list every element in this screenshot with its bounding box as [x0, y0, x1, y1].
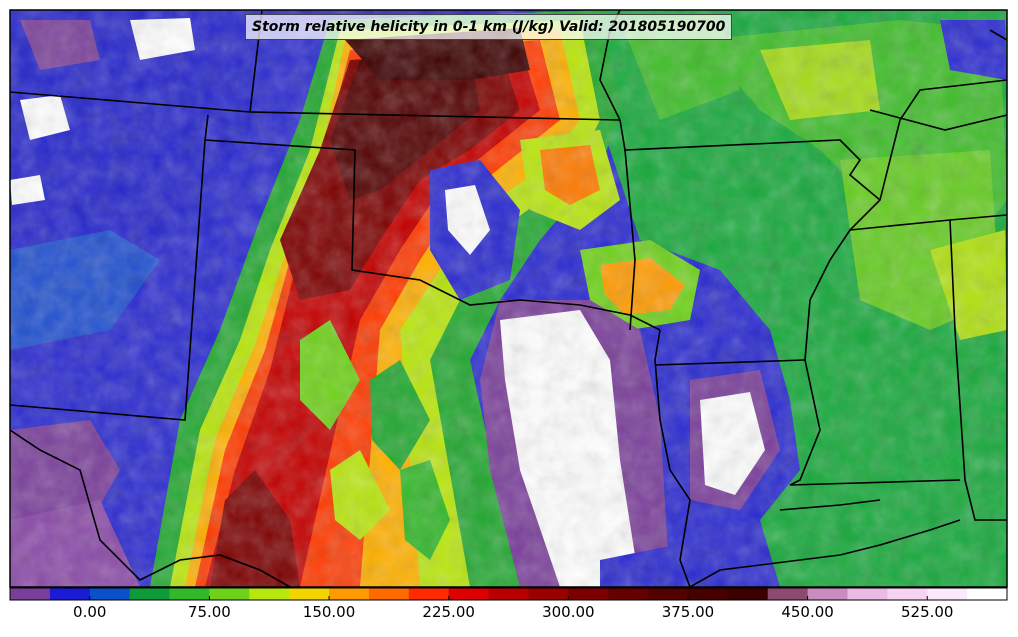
colorbar-bin [49, 588, 91, 600]
colorbar-bin [807, 588, 848, 600]
colorbar-bin [448, 588, 490, 600]
colorbar-bin [249, 588, 290, 600]
colorbar-ticks [89, 596, 928, 600]
colorbar-tick-label: 525.00 [900, 603, 954, 621]
colorbar-bin [967, 588, 1008, 600]
colorbar-bin [488, 588, 529, 600]
colorbar-bin [608, 588, 649, 600]
colorbar-bin [129, 588, 171, 600]
state-boundaries [10, 10, 1007, 587]
map-title: Storm relative helicity in 0-1 km (J/kg)… [245, 14, 733, 40]
colorbar-tick-label: 0.00 [73, 603, 107, 621]
colorbar [10, 588, 1008, 600]
colorbar-bin [329, 588, 370, 600]
colorbar-bin [368, 588, 410, 600]
colorbar-tick-label: 375.00 [661, 603, 715, 621]
helicity-field [10, 10, 1007, 587]
colorbar-bin [209, 588, 250, 600]
colorbar-bin [169, 588, 210, 600]
colorbar-bin [289, 588, 330, 600]
colorbar-tick-label: 150.00 [302, 603, 356, 621]
map-frame [9, 9, 1008, 588]
colorbar-bin [10, 588, 51, 600]
colorbar-tick-label: 450.00 [781, 603, 834, 621]
colorbar-bin [767, 588, 809, 600]
colorbar-tick-label: 225.00 [422, 603, 475, 621]
colorbar-bin [927, 588, 968, 600]
colorbar-bin [887, 588, 928, 600]
colorbar-tick-labels: 0.00 75.00 150.00 225.00 300.00 375.00 450.00 5… [0, 600, 1018, 630]
colorbar-bin [408, 588, 450, 600]
colorbar-bin [727, 588, 769, 600]
colorbar-frame [9, 587, 1008, 601]
colorbar-bin [568, 588, 609, 600]
colorbar-bin [528, 588, 569, 600]
colorbar-bin [89, 588, 131, 600]
colorbar-tick-label: 300.00 [542, 603, 595, 621]
colorbar-bin [648, 588, 689, 600]
colorbar-bin [687, 588, 729, 600]
colorbar-tick-label: 75.00 [187, 603, 231, 621]
colorbar-bin [847, 588, 888, 600]
